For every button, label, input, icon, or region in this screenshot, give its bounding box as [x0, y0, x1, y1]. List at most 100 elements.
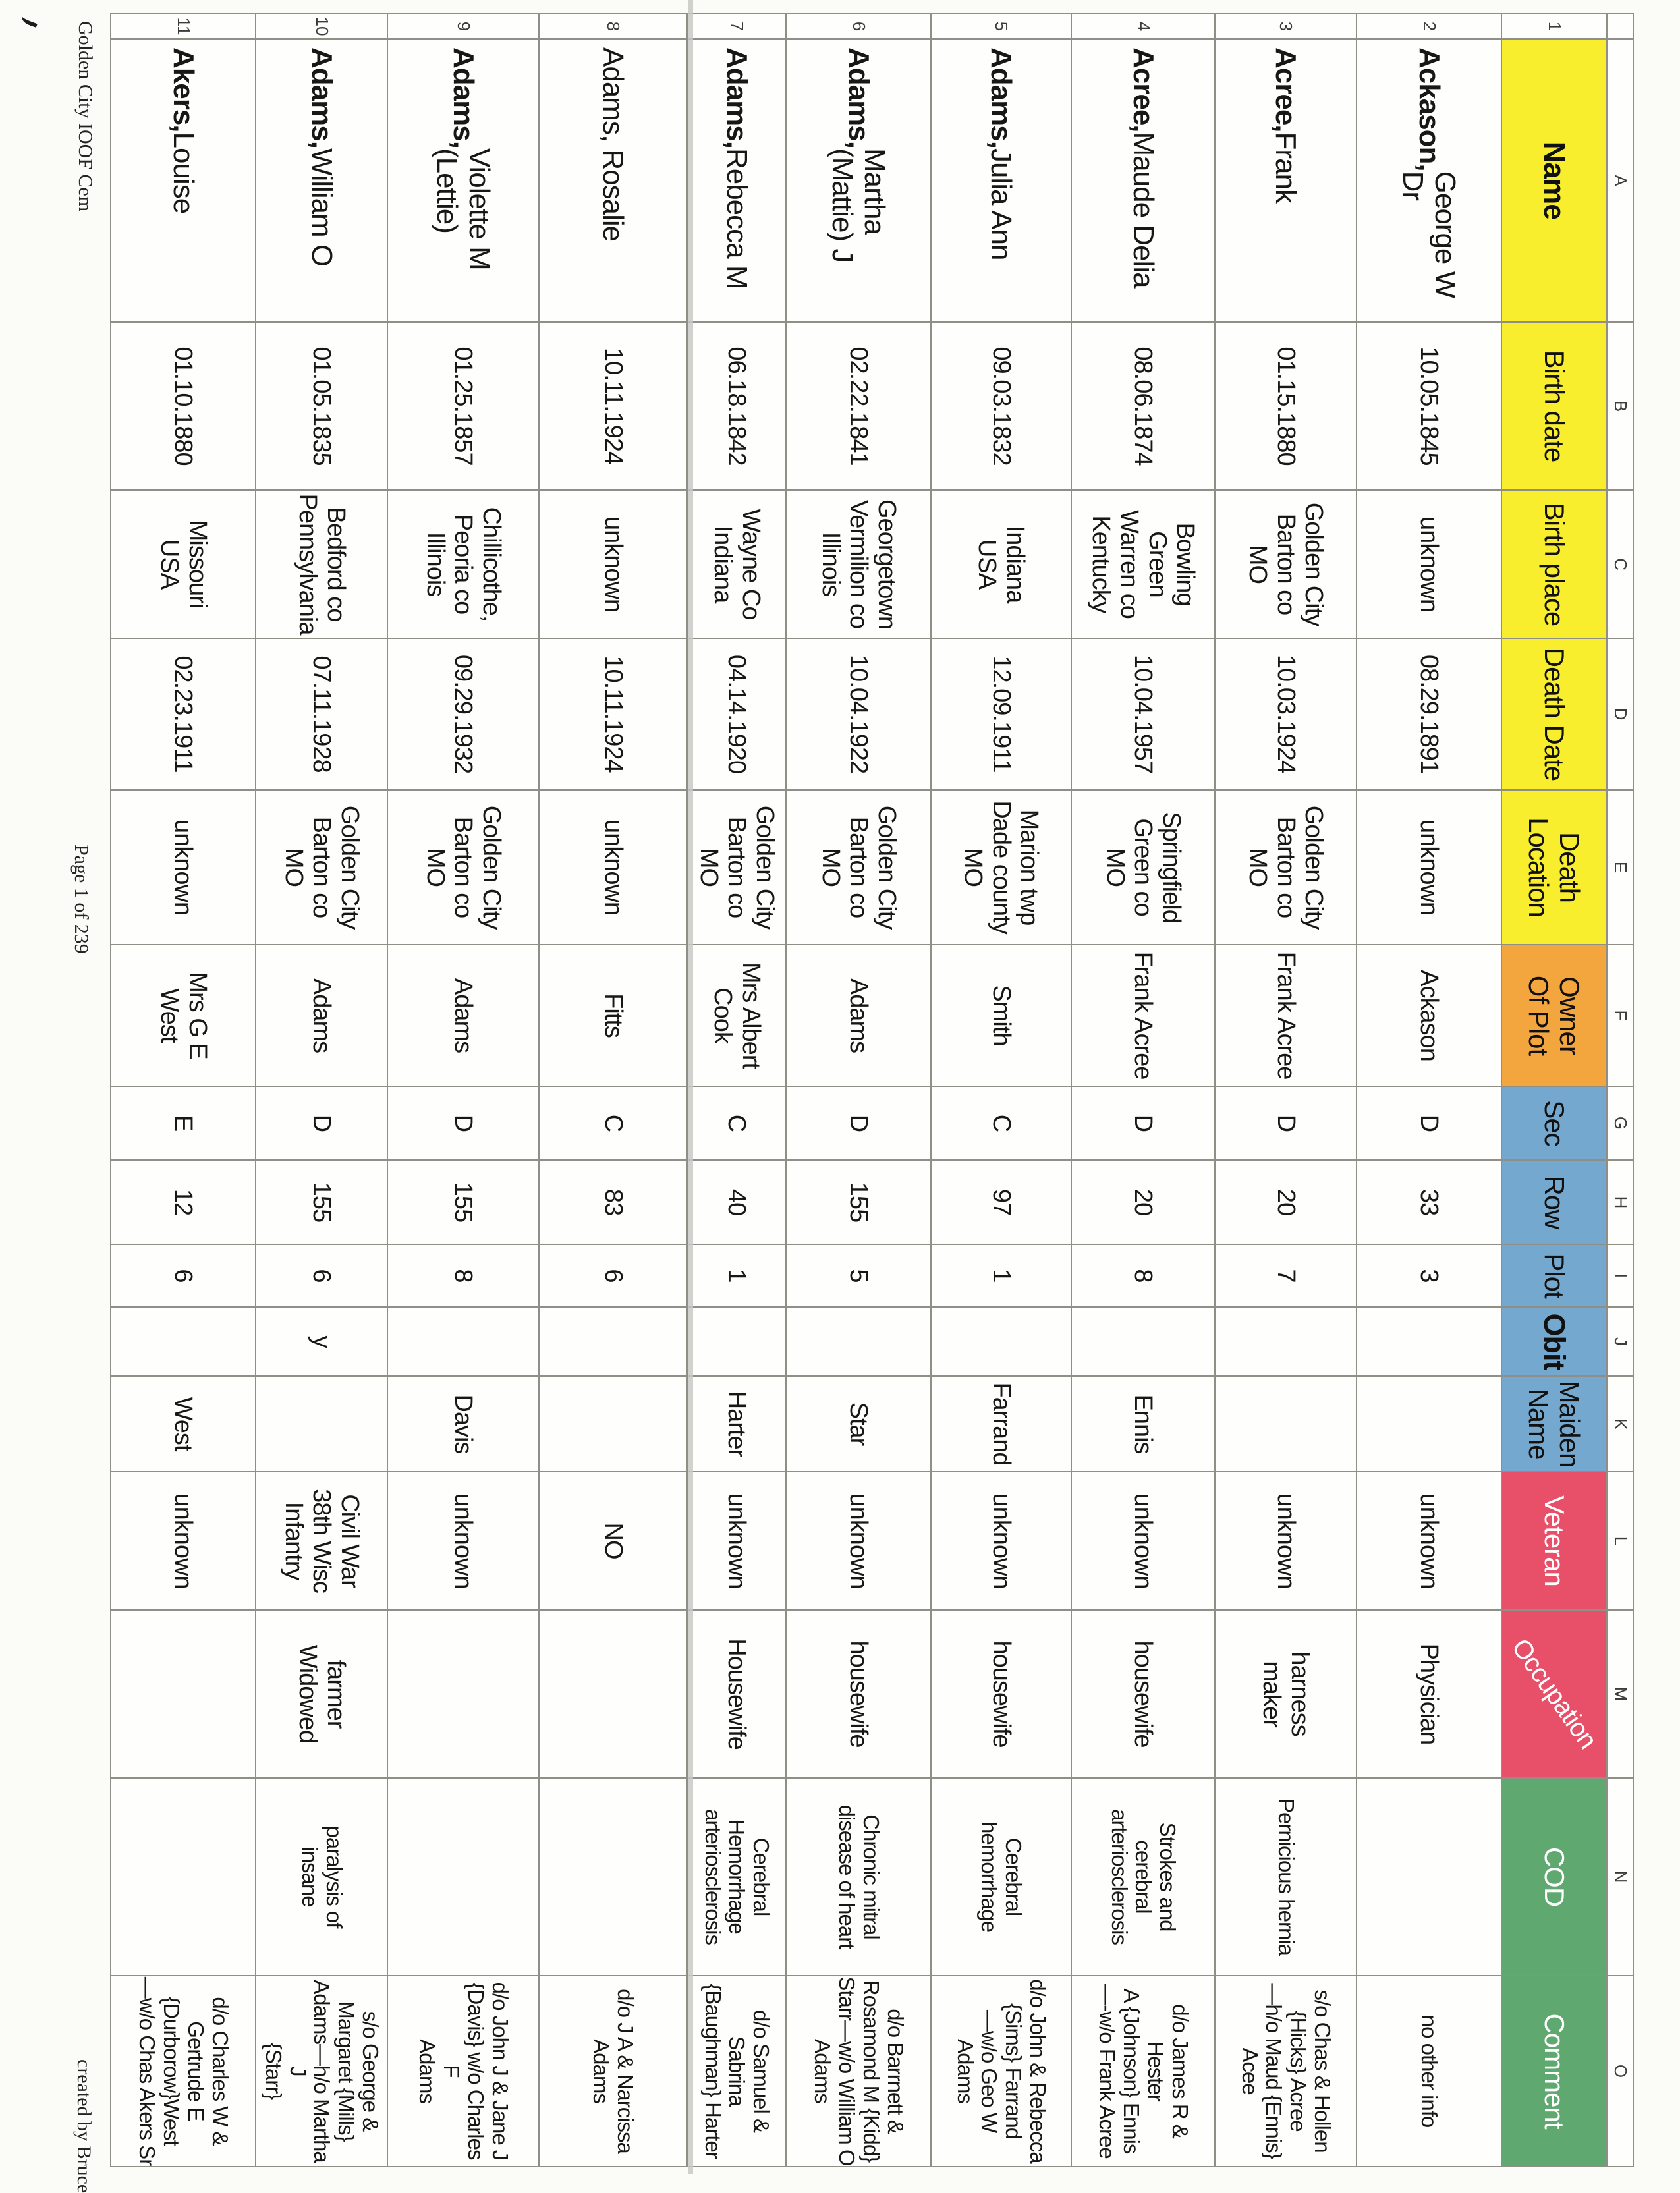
surname-bold: Akers,: [167, 47, 200, 132]
given-name: Rebecca M: [720, 148, 753, 289]
cell-plot: 3: [1356, 1245, 1501, 1308]
header-plot: Plot: [1501, 1245, 1606, 1308]
cell-row: 97: [930, 1161, 1071, 1245]
cell-occupation: [110, 1611, 255, 1779]
cell-cod: Strokes and cerebral arteriosclerosis: [1071, 1779, 1214, 1976]
cell-maiden: [1214, 1377, 1356, 1472]
cell-owner: Adams: [387, 945, 538, 1087]
cell-comment: d/o John J & Jane J {Davis} w/o Charles …: [387, 1976, 538, 2167]
cell-birth-date: 06.18.1842: [686, 323, 785, 491]
surname-bold: Adams,: [985, 47, 1018, 148]
cell-sec: C: [930, 1087, 1071, 1161]
column-letter: H: [1606, 1161, 1633, 1245]
column-letter: C: [1606, 491, 1633, 639]
cell-birth-place: Missouri USA: [110, 491, 255, 639]
cell-name: Acree, Maude Delia: [1071, 40, 1214, 323]
cell-row: 20: [1071, 1161, 1214, 1245]
header-veteran: Veteran: [1501, 1472, 1606, 1611]
given-name: Martha (Mattie) J: [826, 148, 891, 263]
cell-cod: [110, 1779, 255, 1976]
column-letter: K: [1606, 1377, 1633, 1472]
cell-sec: D: [1071, 1087, 1214, 1161]
cell-maiden: Ennis: [1071, 1377, 1214, 1472]
header-name-label: Name: [1538, 141, 1572, 220]
cell-plot: 1: [686, 1245, 785, 1308]
cell-plot: 6: [255, 1245, 387, 1308]
cell-comment: s/o George & Margaret {Mills} Adams—h/o …: [255, 1976, 387, 2167]
cell-comment: d/o Charles W & Gertrude E {Durborow}Wes…: [110, 1976, 255, 2167]
cell-name: Adams, Martha (Mattie) J: [785, 40, 930, 323]
cell-name: Adams, Rebecca M: [686, 40, 785, 323]
column-letter: D: [1606, 639, 1633, 791]
header-owner-of-plot: Owner Of Plot: [1501, 945, 1606, 1087]
cell-name: Acree, Frank: [1214, 40, 1356, 323]
cell-death-location: unknown: [1356, 791, 1501, 945]
cell-death-location: Golden City Barton co MO: [387, 791, 538, 945]
row-number: 6: [785, 14, 930, 40]
surname-bold: Acree,: [1270, 47, 1302, 132]
cell-name: Adams, William O: [255, 40, 387, 323]
header-plot-label: Plot: [1538, 1253, 1570, 1298]
cell-comment: d/o Samuel & Sabrina {Baughman} Harter: [686, 1976, 785, 2167]
header-name: Name: [1501, 40, 1606, 323]
cell-sec: D: [785, 1087, 930, 1161]
cell-owner: Frank Acree: [1214, 945, 1356, 1087]
cell-maiden: Davis: [387, 1377, 538, 1472]
cell-sec: C: [686, 1087, 785, 1161]
cell-owner: Mrs Albert Cook: [686, 945, 785, 1087]
cell-death-date: 10.04.1922: [785, 639, 930, 791]
cell-veteran: unknown: [785, 1472, 930, 1611]
header-birth-date-label: Birth date: [1538, 350, 1570, 462]
header-comment-label: Comment: [1538, 2013, 1570, 2129]
cell-cod: paralysis of insane: [255, 1779, 387, 1976]
row-number: 7: [686, 14, 785, 40]
cell-occupation: Housewife: [686, 1611, 785, 1779]
cell-owner: Mrs G E West: [110, 945, 255, 1087]
cell-cod: [538, 1779, 686, 1976]
cell-birth-place: Chillicothe, Peoria co Illinois: [387, 491, 538, 639]
cell-birth-date: 01.05.1835: [255, 323, 387, 491]
cell-obit: [785, 1308, 930, 1377]
cell-birth-place: Wayne Co Indiana: [686, 491, 785, 639]
header-occupation: Occupation: [1501, 1611, 1606, 1779]
column-letter: O: [1606, 1976, 1633, 2167]
column-letter: E: [1606, 791, 1633, 945]
cell-obit: [387, 1308, 538, 1377]
cell-death-date: 10.11.1924: [538, 639, 686, 791]
header-owner-of-plot-label: Owner Of Plot: [1523, 975, 1586, 1056]
cell-sec: D: [255, 1087, 387, 1161]
cell-death-location: Golden City Barton co MO: [255, 791, 387, 945]
cell-maiden: [255, 1377, 387, 1472]
column-letter: N: [1606, 1779, 1633, 1976]
row-number: 4: [1071, 14, 1214, 40]
header-obit-label: Obit: [1538, 1313, 1572, 1370]
cell-occupation: housewife: [1071, 1611, 1214, 1779]
header-sec-label: Sec: [1538, 1100, 1570, 1146]
cell-owner: Frank Acree: [1071, 945, 1214, 1087]
header-row-label: Row: [1538, 1175, 1570, 1229]
cell-death-location: Golden City Barton co MO: [686, 791, 785, 945]
cell-name: Adams, Julia Ann: [930, 40, 1071, 323]
header-comment: Comment: [1501, 1976, 1606, 2167]
cell-owner: Adams: [255, 945, 387, 1087]
cell-veteran: unknown: [110, 1472, 255, 1611]
cell-occupation: farmer Widowed: [255, 1611, 387, 1779]
cell-comment: s/o Chas & Hollen {Hicks} Acree —h/o Mau…: [1214, 1976, 1356, 2167]
cell-death-date: 07.11.1928: [255, 639, 387, 791]
row-number: 3: [1214, 14, 1356, 40]
header-sec: Sec: [1501, 1087, 1606, 1161]
cell-comment: d/o Barrnett & Rosamond M {Kidd} Starr—w…: [785, 1976, 930, 2167]
cell-obit: y: [255, 1308, 387, 1377]
cell-birth-place: Georgetown Vermilion co Illinois: [785, 491, 930, 639]
header-death-date: Death Date: [1501, 639, 1606, 791]
row-number: 10: [255, 14, 387, 40]
cell-name: Ackason, George W Dr: [1356, 40, 1501, 323]
cell-comment: d/o James R & Hester A {Johnson} Ennis —…: [1071, 1976, 1214, 2167]
cell-plot: 6: [110, 1245, 255, 1308]
header-cod: COD: [1501, 1779, 1606, 1976]
cell-sec: C: [538, 1087, 686, 1161]
cell-death-location: unknown: [110, 791, 255, 945]
cell-death-location: Golden City Barton co MO: [1214, 791, 1356, 945]
cell-obit: [1356, 1308, 1501, 1377]
cell-death-date: 10.04.1957: [1071, 639, 1214, 791]
